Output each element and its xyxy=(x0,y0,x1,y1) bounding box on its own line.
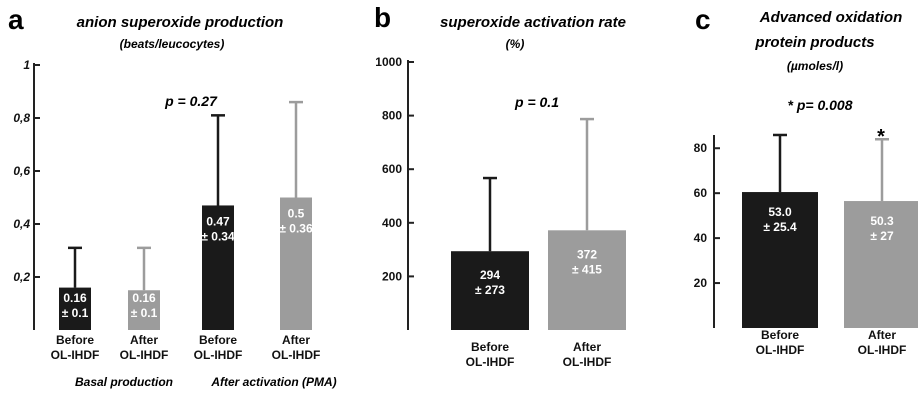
category-label: OL-IHDF xyxy=(466,355,515,369)
data-label: ± 0.36 xyxy=(279,222,313,236)
panel-a-letter: a xyxy=(8,4,24,35)
category-label: After xyxy=(282,333,310,347)
category-label: Before xyxy=(56,333,94,347)
panel-c-letter: c xyxy=(695,4,711,35)
data-label: 294 xyxy=(480,268,500,282)
y-tick-label: 0,4 xyxy=(13,217,30,231)
plots-layer: 0,20,40,60,810.16± 0.1BeforeOL-IHDF0.16±… xyxy=(13,55,918,369)
panel-c-significance-star: * xyxy=(877,126,885,148)
category-label: OL-IHDF xyxy=(194,348,243,362)
y-tick-label: 0,6 xyxy=(13,164,30,178)
data-label: 0.47 xyxy=(206,214,230,228)
y-tick-label: 40 xyxy=(694,231,708,245)
bar xyxy=(59,287,91,330)
panel-a-pvalue: p = 0.27 xyxy=(164,93,218,109)
data-label: 53.0 xyxy=(768,205,792,219)
category-label: After xyxy=(573,340,601,354)
category-label: OL-IHDF xyxy=(272,348,321,362)
data-label: 50.3 xyxy=(870,214,894,228)
y-tick-label: 80 xyxy=(694,141,708,155)
panel-b-pvalue: p = 0.1 xyxy=(514,94,559,110)
bar xyxy=(451,251,529,330)
panel-a-group-label-activation: After activation (PMA) xyxy=(210,375,336,389)
panel-c-subtitle: (µmoles/l) xyxy=(787,59,843,73)
category-label: OL-IHDF xyxy=(51,348,100,362)
data-label: ± 0.34 xyxy=(201,229,235,243)
bar xyxy=(844,201,918,328)
category-label: OL-IHDF xyxy=(756,343,805,357)
y-tick-label: 200 xyxy=(382,269,402,283)
panel-c-pvalue: * p= 0.008 xyxy=(788,97,853,113)
data-label: 0.5 xyxy=(288,207,305,221)
data-label: 0.16 xyxy=(63,291,87,305)
bar xyxy=(128,290,160,330)
bar xyxy=(202,205,234,330)
panel-a-group-label-basal: Basal production xyxy=(75,375,173,389)
bar xyxy=(742,192,818,328)
data-label: 372 xyxy=(577,247,597,261)
category-label: After xyxy=(868,328,896,342)
data-label: ± 415 xyxy=(572,262,602,276)
y-tick-label: 800 xyxy=(382,109,402,123)
data-label: 0.16 xyxy=(132,291,156,305)
y-tick-label: 1000 xyxy=(375,55,402,69)
panel-a-title: anion superoxide production xyxy=(77,14,284,31)
panel-c-title-line1: Advanced oxidation xyxy=(759,9,903,26)
data-label: ± 0.1 xyxy=(62,306,89,320)
panel-b-subtitle: (%) xyxy=(506,37,525,51)
chart-panel-a: 0,20,40,60,810.16± 0.1BeforeOL-IHDF0.16±… xyxy=(13,58,320,362)
panel-a-subtitle: (beats/leucocytes) xyxy=(120,37,225,51)
category-label: Before xyxy=(199,333,237,347)
category-label: Before xyxy=(761,328,799,342)
bar xyxy=(280,197,312,330)
category-label: Before xyxy=(471,340,509,354)
y-tick-label: 0,8 xyxy=(13,111,30,125)
y-tick-label: 20 xyxy=(694,276,708,290)
data-label: ± 25.4 xyxy=(763,220,797,234)
category-label: OL-IHDF xyxy=(563,355,612,369)
bar xyxy=(548,230,626,330)
y-tick-label: 600 xyxy=(382,162,402,176)
data-label: ± 27 xyxy=(870,229,894,243)
category-label: OL-IHDF xyxy=(120,348,169,362)
data-label: ± 273 xyxy=(475,283,505,297)
panel-b-title: superoxide activation rate xyxy=(440,14,626,31)
category-label: OL-IHDF xyxy=(858,343,907,357)
y-tick-label: 400 xyxy=(382,216,402,230)
data-label: ± 0.1 xyxy=(131,306,158,320)
panel-c-title-line2: protein products xyxy=(754,34,874,51)
y-tick-label: 0,2 xyxy=(13,270,30,284)
y-tick-label: 60 xyxy=(694,186,708,200)
category-label: After xyxy=(130,333,158,347)
panel-b-letter: b xyxy=(374,2,391,33)
y-tick-label: 1 xyxy=(23,58,30,72)
